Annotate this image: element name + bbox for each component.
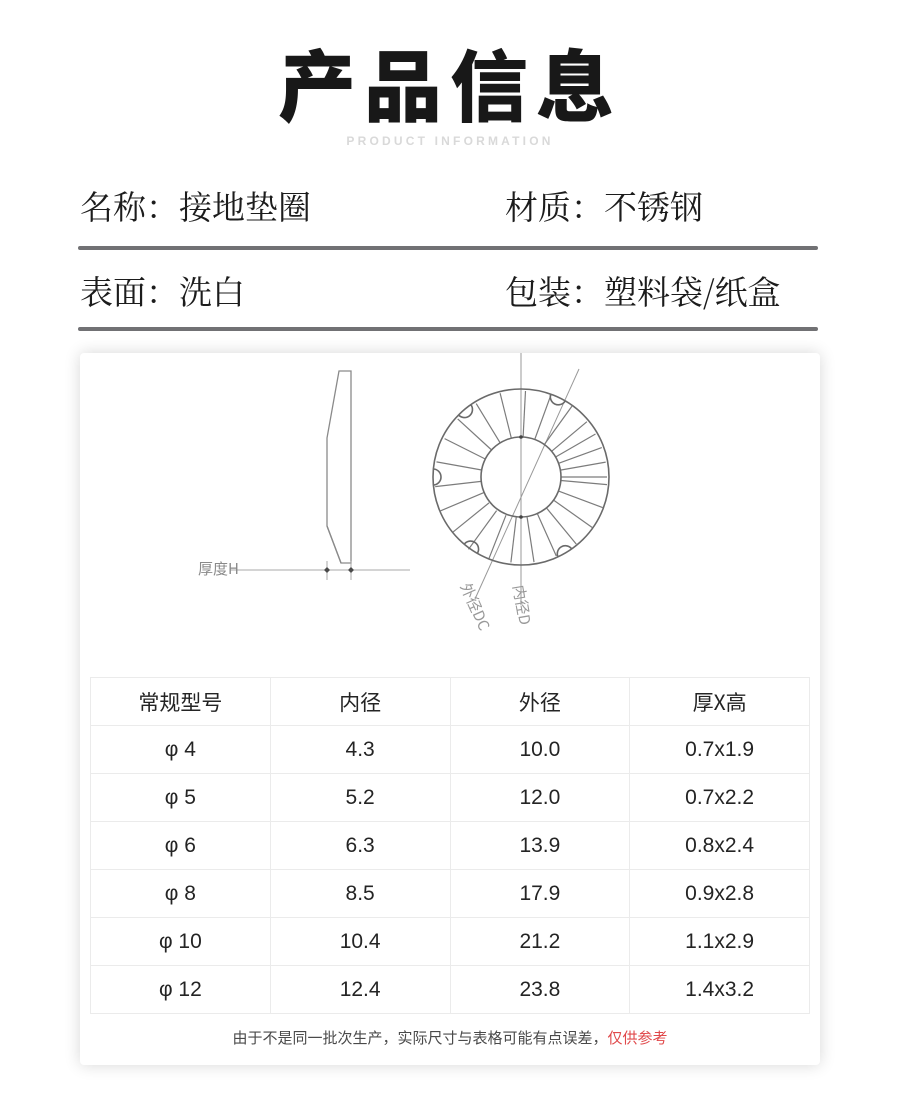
svg-text:内径D: 内径D: [508, 583, 536, 626]
svg-text:外径DC: 外径DC: [455, 579, 495, 634]
svg-text:厚度H: 厚度H: [198, 558, 239, 579]
